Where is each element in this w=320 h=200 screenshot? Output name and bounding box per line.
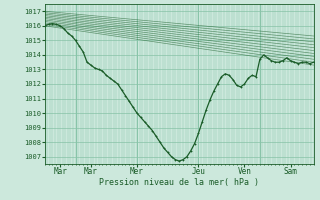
- X-axis label: Pression niveau de la mer( hPa ): Pression niveau de la mer( hPa ): [99, 178, 259, 187]
